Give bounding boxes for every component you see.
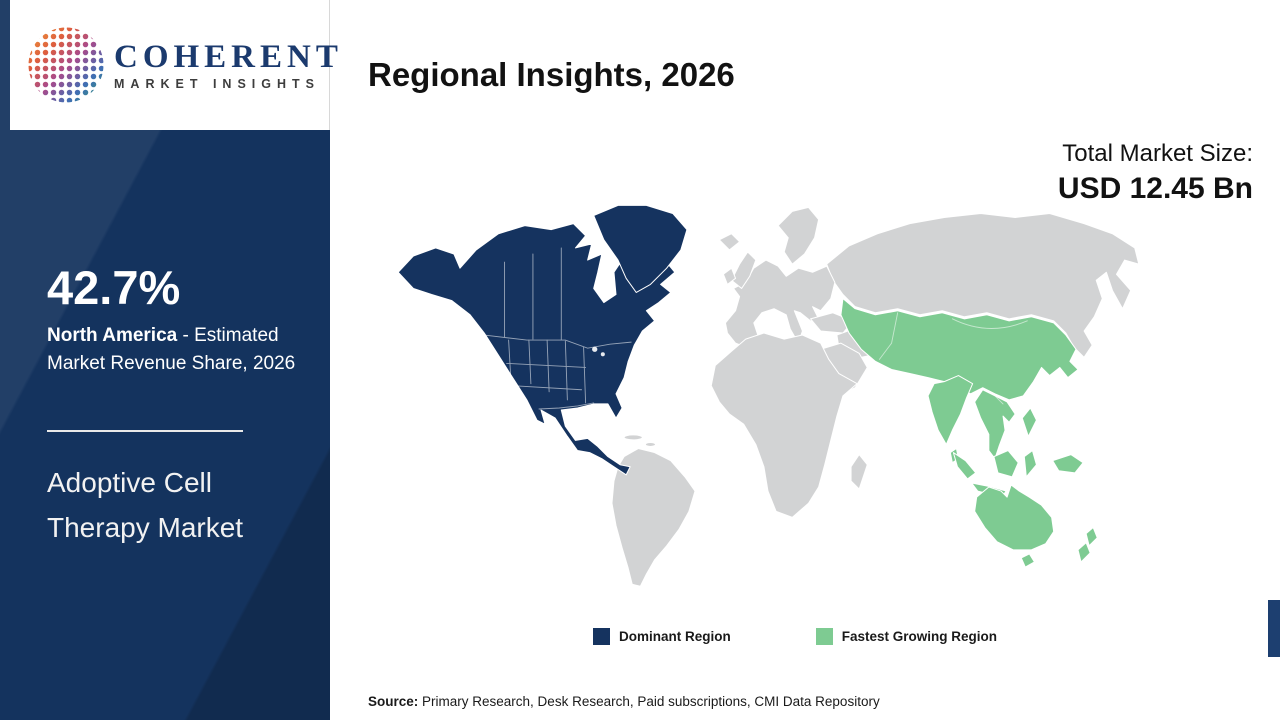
map-europe (724, 259, 836, 348)
revenue-share-region: North America (47, 325, 178, 346)
map-borneo (993, 450, 1019, 478)
legend-item-fastest-growing: Fastest Growing Region (815, 628, 997, 645)
map-internal-borders (483, 247, 1028, 410)
map-south-america (611, 448, 696, 587)
map-new-zealand (1077, 542, 1091, 563)
logo-text: COHERENT MARKET INSIGHTS (114, 40, 343, 91)
map-tasmania (1020, 553, 1035, 568)
map-ireland (722, 267, 737, 285)
revenue-share-text: - Estimated Market Revenue Share, 2026 (47, 325, 296, 374)
brand-tagline: MARKET INSIGHTS (114, 76, 320, 91)
map-uk (730, 251, 757, 289)
map-caribbean (644, 441, 657, 447)
logo-panel: COHERENT MARKET INSIGHTS (10, 0, 338, 130)
map-sumatra (952, 452, 977, 480)
dominant-region-swatch-icon (592, 628, 610, 645)
market-name: Adoptive Cell Therapy Market (47, 467, 244, 543)
source-line: Source: Primary Research, Desk Research,… (368, 694, 880, 709)
map-india (927, 375, 974, 445)
legend-item-dominant: Dominant Region (592, 628, 731, 645)
map-great-lakes (592, 346, 605, 357)
map-southeast-asia (974, 389, 1016, 460)
sidebar-divider (47, 430, 243, 432)
map-russia (826, 212, 1140, 358)
dotted-globe-icon (26, 25, 106, 105)
sidebar: COHERENT MARKET INSIGHTS 42.7% North Ame… (0, 0, 338, 720)
map-greenland (593, 204, 688, 293)
page-title: Regional Insights, 2026 (368, 56, 735, 94)
world-map (385, 200, 1155, 618)
map-dominant-region (397, 204, 688, 476)
map-caribbean (623, 434, 643, 441)
source-label: Source: (368, 694, 419, 709)
map-africa (710, 332, 858, 518)
revenue-share-value: 42.7% (47, 261, 181, 314)
total-market-size-label: Total Market Size: (1062, 140, 1253, 167)
fastest-growing-region-swatch-icon (815, 628, 833, 645)
map-new-zealand (1085, 527, 1098, 547)
map-australia (974, 484, 1055, 551)
map-north-america (397, 223, 676, 476)
map-other-regions (611, 206, 1140, 587)
map-sulawesi (1023, 450, 1037, 478)
map-fastest-growing-region (840, 298, 1098, 568)
brand-name: COHERENT (114, 38, 343, 75)
map-legend: Dominant Region Fastest Growing Region (385, 628, 1155, 645)
map-iceland (718, 233, 741, 251)
legend-label: Dominant Region (618, 629, 731, 644)
map-philippines (1021, 407, 1037, 437)
total-market-size: Total Market Size: USD 12.45 Bn (1058, 140, 1253, 206)
map-madagascar (850, 454, 868, 490)
source-text: Primary Research, Desk Research, Paid su… (422, 694, 880, 709)
right-edge-accent (1268, 600, 1280, 657)
legend-label: Fastest Growing Region (841, 629, 997, 644)
revenue-share-description: North America - Estimated Market Revenue… (47, 322, 315, 378)
total-market-size-value: USD 12.45 Bn (1057, 172, 1253, 205)
map-new-guinea (1052, 454, 1084, 474)
map-scandinavia (777, 206, 820, 265)
